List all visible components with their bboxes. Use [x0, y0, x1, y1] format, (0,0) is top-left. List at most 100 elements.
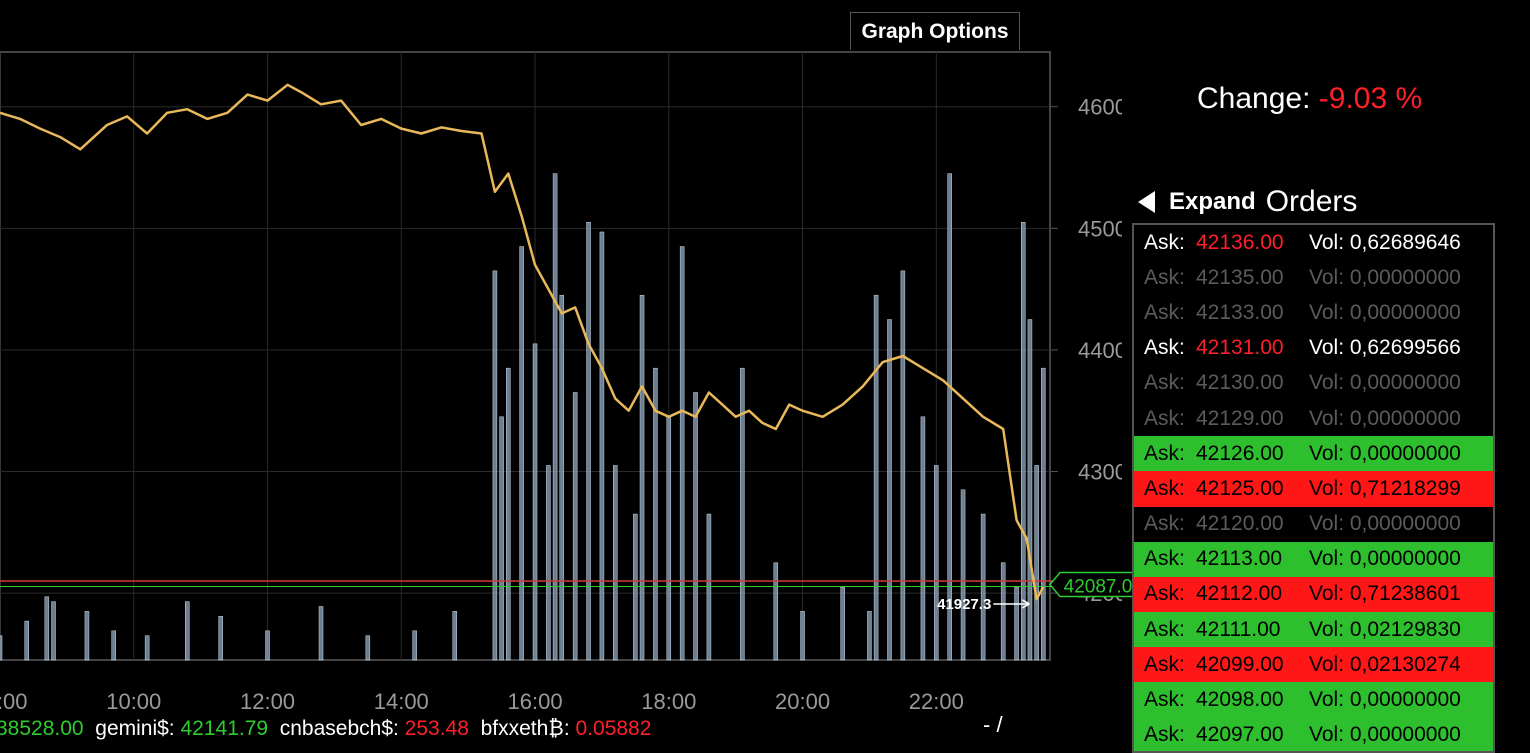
volume-bar	[506, 367, 511, 661]
order-row[interactable]: Ask: 42111.00 Vol: 0,02129830	[1134, 612, 1493, 648]
volume-bar	[960, 489, 966, 661]
order-ask-label: Ask:	[1144, 617, 1185, 641]
order-volume: Vol: 0,00000000	[1309, 547, 1461, 571]
order-row[interactable]: Ask: 42099.00 Vol: 0,02130274	[1134, 647, 1493, 683]
volume-bar	[144, 635, 150, 661]
order-ask-label: Ask:	[1144, 441, 1185, 465]
collapse-triangle-icon[interactable]	[1138, 191, 1155, 213]
orders-header: Expand Orders	[1138, 184, 1357, 220]
order-volume: Vol: 0,00000000	[1309, 441, 1461, 465]
ticker-item: gemini$:	[83, 717, 181, 740]
volume-bar	[639, 294, 645, 661]
order-row[interactable]: Ask: 42133.00 Vol: 0,00000000	[1134, 295, 1493, 330]
order-price: 42131.00	[1196, 336, 1284, 360]
order-row[interactable]: Ask: 42136.00 Vol: 0,62689646	[1134, 225, 1493, 260]
orders-title: Orders	[1265, 185, 1358, 218]
volume-bar	[873, 294, 879, 661]
order-ask-label: Ask:	[1144, 547, 1185, 571]
order-price: 42098.00	[1196, 688, 1284, 712]
y-tick-label: 45000	[1078, 216, 1139, 241]
order-row[interactable]: Ask: 42112.00 Vol: 0,71238601	[1134, 576, 1493, 613]
order-ask-label: Ask:	[1144, 723, 1185, 747]
order-volume: Vol: 0,62689646	[1309, 230, 1461, 254]
order-volume: Vol: 0,02129830	[1309, 617, 1461, 641]
volume-bar	[1020, 221, 1026, 661]
order-row[interactable]: Ask: 42126.00 Vol: 0,00000000	[1134, 436, 1493, 472]
volume-bar	[111, 630, 116, 661]
volume-bar	[599, 231, 605, 661]
volume-bar	[452, 611, 458, 661]
order-volume: Vol: 0,00000000	[1309, 406, 1461, 430]
current-price-label: 42087.0	[1064, 577, 1133, 598]
y-tick-label: 43000	[1078, 460, 1139, 485]
ticker-item: 38528.00	[0, 717, 84, 740]
order-ask-label: Ask:	[1144, 652, 1185, 676]
plot-frame	[0, 51, 1051, 661]
volume-bar	[740, 367, 745, 661]
order-price: 42097.00	[1196, 723, 1284, 747]
volume-bar	[546, 465, 551, 661]
order-price: 42125.00	[1196, 476, 1284, 500]
order-price: 42126.00	[1196, 441, 1284, 465]
volume-bar	[218, 615, 223, 661]
orders-list[interactable]: Ask: 42136.00 Vol: 0,62689646 Ask: 42135.00 V…	[1132, 223, 1495, 753]
ticker-item: cnbasebch$:	[268, 717, 405, 740]
volume-bar	[532, 343, 538, 661]
order-row[interactable]: Ask: 42129.00 Vol: 0,00000000	[1134, 401, 1493, 436]
y-tick-label: 46000	[1078, 95, 1139, 120]
volume-bar	[679, 246, 685, 661]
order-ask-label: Ask:	[1144, 230, 1185, 254]
order-price: 42133.00	[1196, 300, 1284, 324]
order-price: 42129.00	[1196, 406, 1284, 430]
change-label: Change:	[1197, 82, 1311, 115]
change-value: -9.03 %	[1318, 82, 1423, 115]
volume-bar	[887, 319, 892, 661]
volume-bar	[365, 635, 371, 661]
order-volume: Vol: 0,00000000	[1309, 265, 1461, 289]
order-price: 42120.00	[1196, 512, 1284, 536]
order-volume: Vol: 0,00000000	[1309, 300, 1461, 324]
volume-bar	[840, 586, 845, 661]
order-volume: Vol: 0,62699566	[1309, 336, 1461, 360]
order-row[interactable]: Ask: 42125.00 Vol: 0,71218299	[1134, 471, 1493, 507]
volume-bar	[552, 173, 558, 661]
order-ask-label: Ask:	[1144, 512, 1185, 536]
x-tick-label: 18:00	[641, 689, 696, 712]
order-ask-label: Ask:	[1144, 336, 1185, 360]
order-volume: Vol: 0,00000000	[1309, 371, 1461, 395]
volume-bar	[1027, 319, 1033, 661]
volume-bar	[185, 601, 190, 661]
ticker-item: 0.05882	[575, 717, 652, 740]
order-row[interactable]: Ask: 42098.00 Vol: 0,00000000	[1134, 682, 1493, 718]
volume-bar	[84, 611, 90, 661]
expand-button[interactable]: Expand	[1169, 188, 1256, 215]
graph-options-button[interactable]: Graph Options	[850, 12, 1020, 50]
order-price: 42099.00	[1196, 652, 1284, 676]
volume-bar	[586, 221, 591, 661]
volume-bar	[499, 416, 504, 661]
volume-bar	[24, 620, 30, 661]
volume-bar	[572, 392, 578, 661]
order-price: 42111.00	[1196, 617, 1281, 641]
volume-bar	[519, 246, 524, 661]
volume-bar	[1034, 465, 1039, 661]
volume-bar	[265, 630, 270, 661]
order-ask-label: Ask:	[1144, 406, 1185, 430]
order-row[interactable]: Ask: 42131.00 Vol: 0,62699566	[1134, 331, 1493, 366]
volume-bar	[318, 606, 324, 661]
order-row[interactable]: Ask: 42130.00 Vol: 0,00000000	[1134, 366, 1493, 401]
volume-bar	[666, 416, 672, 661]
ticker-item: bfxxeth₿:	[468, 717, 576, 740]
order-ask-label: Ask:	[1144, 476, 1185, 500]
order-ask-label: Ask:	[1144, 371, 1185, 395]
volume-bar	[653, 367, 658, 661]
order-row[interactable]: Ask: 42113.00 Vol: 0,00000000	[1134, 541, 1493, 577]
order-price: 42135.00	[1196, 265, 1284, 289]
volume-bar	[934, 465, 939, 661]
order-row[interactable]: Ask: 42135.00 Vol: 0,00000000	[1134, 260, 1493, 295]
price-chart[interactable]: 08:00 10:00 12:00 14:00 16:00 18:00 20:00 22:00…	[0, 0, 1140, 712]
volume-bar	[800, 611, 805, 661]
order-row[interactable]: Ask: 42120.00 Vol: 0,00000000	[1134, 507, 1493, 542]
order-row[interactable]: Ask: 42097.00 Vol: 0,00000000	[1134, 717, 1493, 751]
volume-bar	[947, 173, 952, 661]
